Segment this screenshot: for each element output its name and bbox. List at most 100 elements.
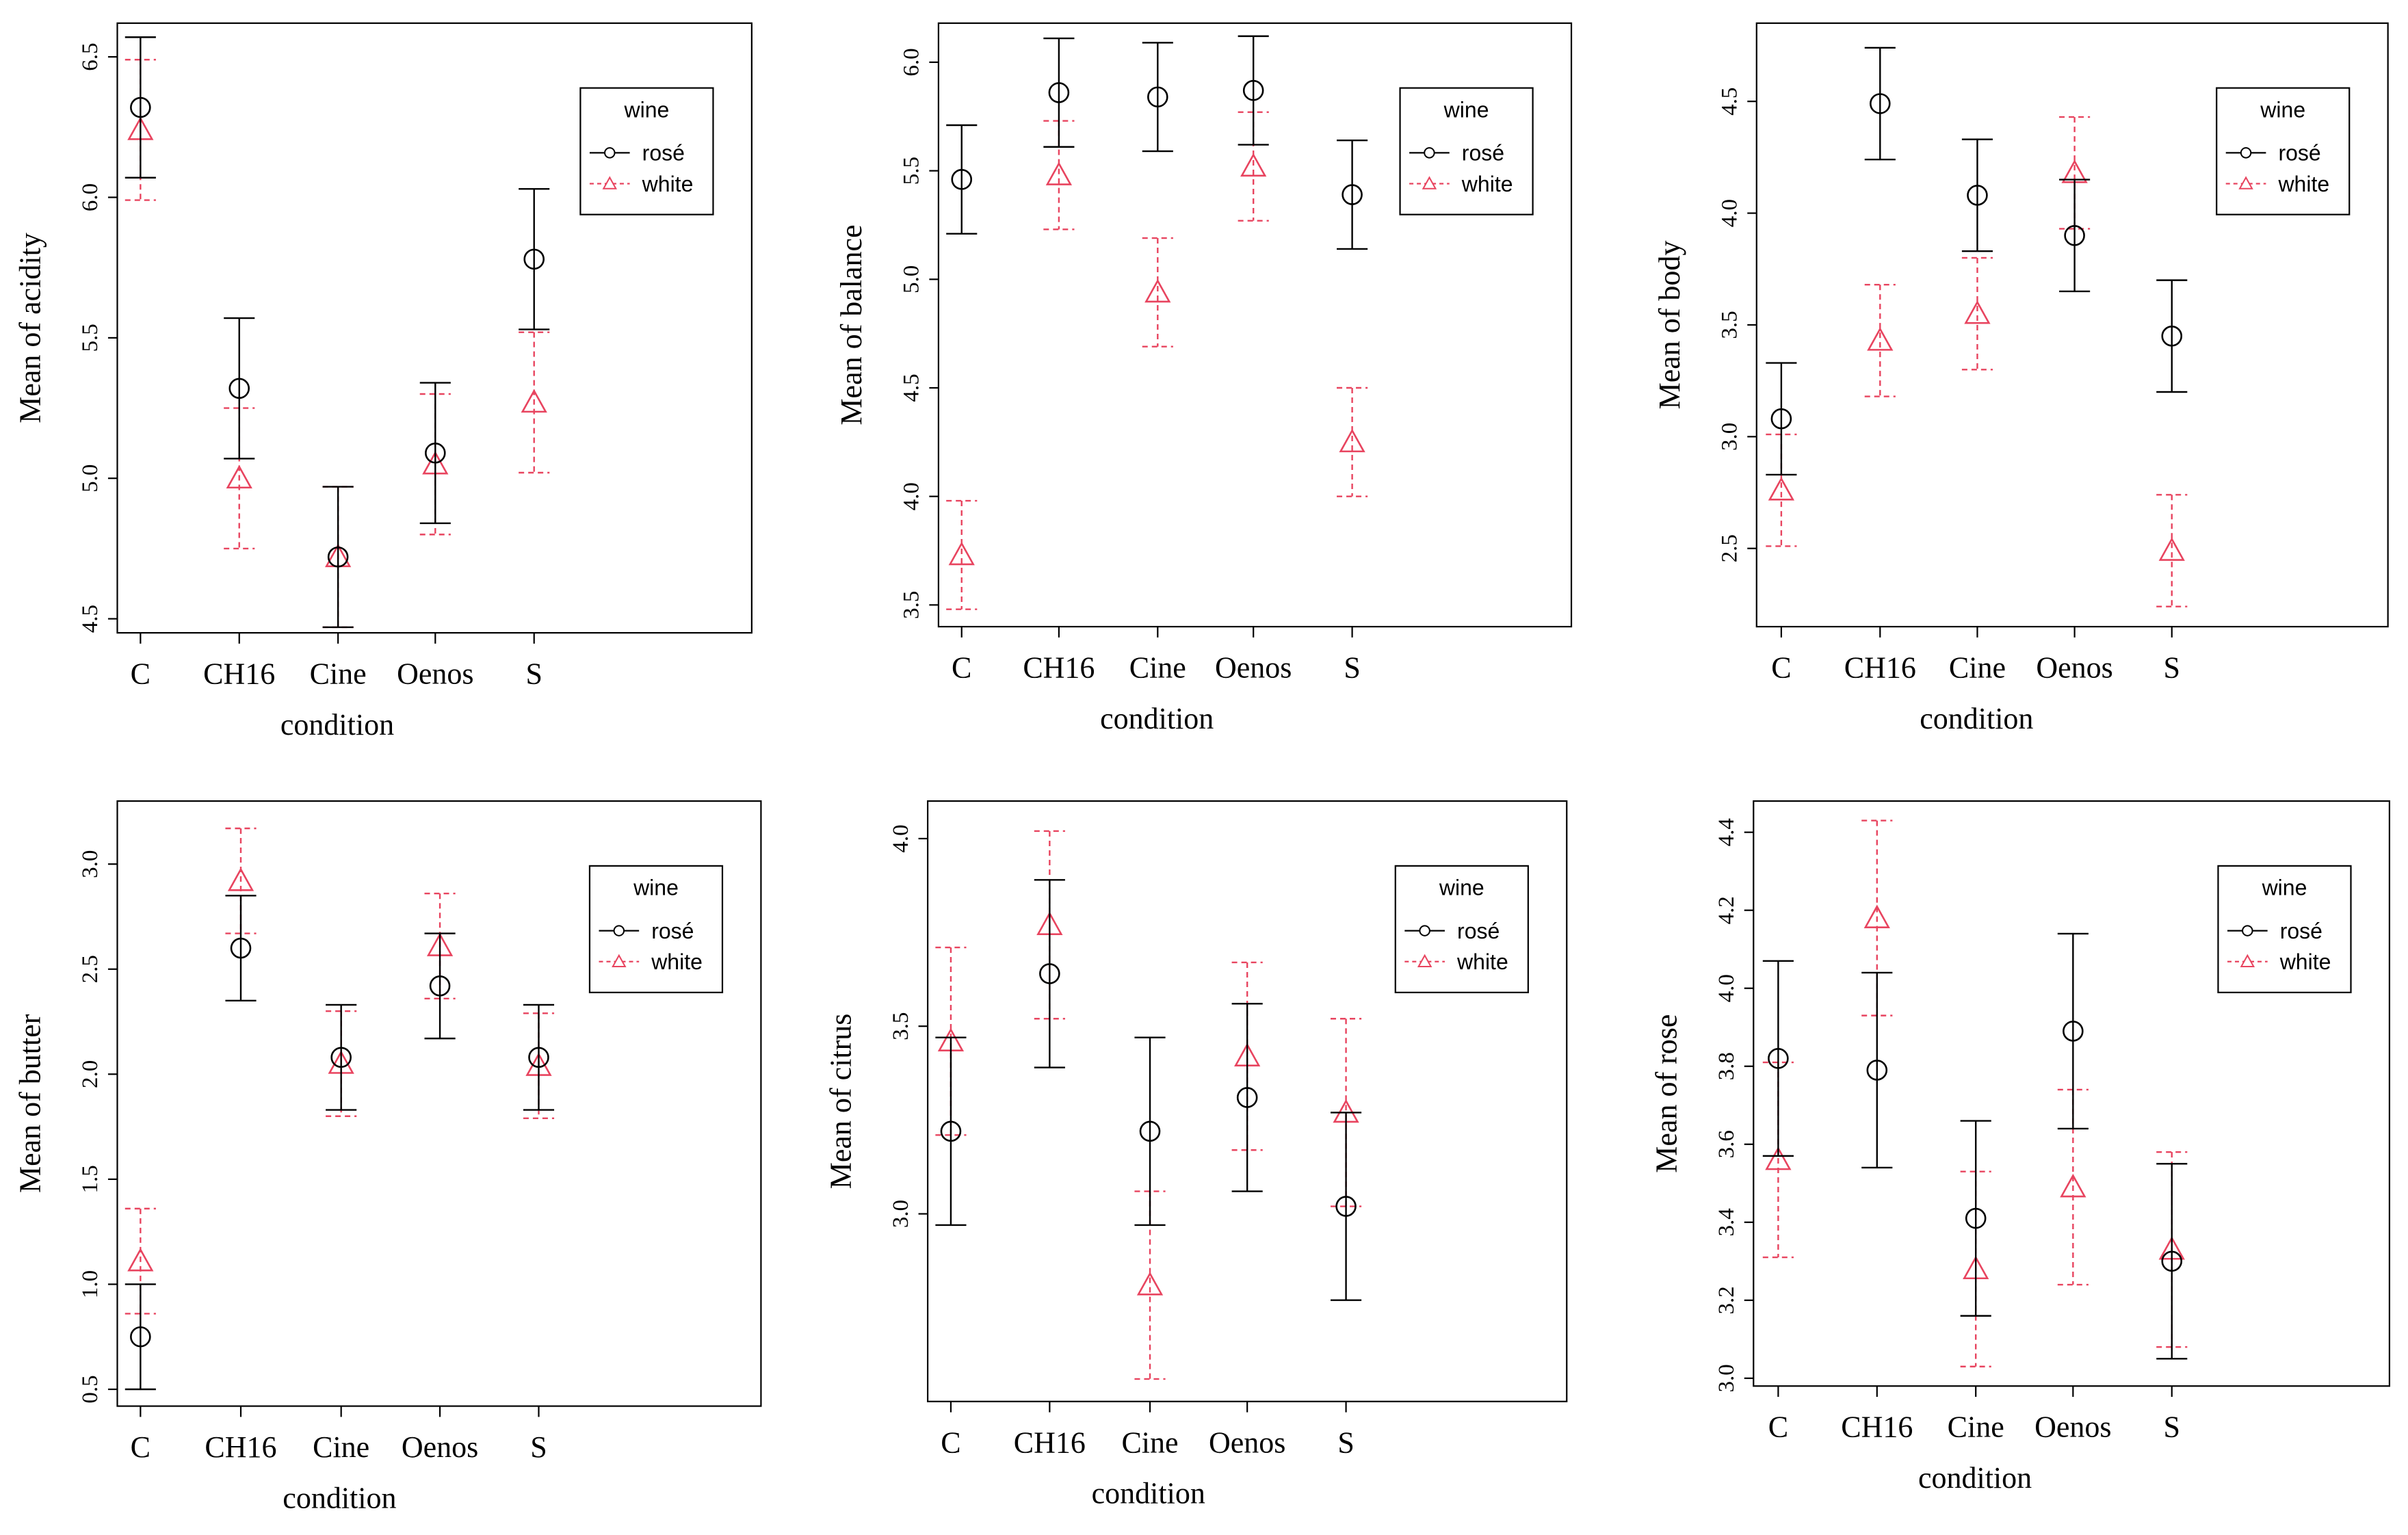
legend-box <box>588 865 724 993</box>
x-tick-label: C <box>1771 651 1791 685</box>
legend-marker <box>2240 954 2255 967</box>
series-rose <box>125 895 555 1391</box>
y-tick-label: 4.2 <box>1714 896 1739 924</box>
x-tick-label: Cine <box>310 657 367 691</box>
legend-marker <box>612 954 627 967</box>
legend-entry: white <box>2279 949 2331 974</box>
y-tick-label: 3.6 <box>1714 1130 1739 1158</box>
y-tick-label: 4.5 <box>78 605 103 633</box>
y-tick-label: 3.4 <box>1714 1208 1739 1236</box>
legend-title: wine <box>2262 876 2307 900</box>
y-axis-label: Mean of rose <box>1649 1014 1683 1173</box>
series-rose <box>1762 932 2188 1360</box>
data-point <box>1342 184 1363 205</box>
chart-panel: 0.5 1.0 1.5 2.0 2.5 3.0 Mean of butter C CH16 Cin… <box>14 800 762 1515</box>
legend-box <box>2217 865 2352 993</box>
data-point <box>528 1047 549 1068</box>
data-point <box>2064 224 2085 246</box>
series-rose <box>946 35 1368 250</box>
legend-marker <box>1424 147 1435 159</box>
y-axis-label: Mean of acidity <box>14 233 47 423</box>
x-tick-label: S <box>1337 1426 1354 1459</box>
x-tick-label: Oenos <box>2036 651 2112 685</box>
legend-marker <box>613 925 625 936</box>
plot-frame <box>116 800 762 1407</box>
y-tick-label: 4.0 <box>889 824 913 852</box>
data-point <box>948 541 975 566</box>
x-axis-label: condition <box>1918 1461 2032 1495</box>
y-tick-label: 3.0 <box>1714 1364 1739 1392</box>
series-rose <box>1766 47 2188 476</box>
data-point <box>2161 326 2183 347</box>
legend-entry: white <box>1456 949 1508 974</box>
data-point <box>1863 904 1890 928</box>
chart-panel: 4.5 5.0 5.5 6.0 6.5 Mean of acidity C CH16 Cine O… <box>14 22 752 742</box>
y-tick-label: 4.0 <box>900 482 924 510</box>
x-tick-label: C <box>941 1426 960 1459</box>
x-tick-label: Cine <box>313 1430 369 1464</box>
legend-marker <box>2240 147 2252 159</box>
data-point <box>2158 537 2185 561</box>
data-point <box>227 867 254 891</box>
y-axis-label: Mean of citrus <box>824 1014 857 1190</box>
y-tick-label: 3.5 <box>900 591 924 619</box>
legend-entry: rosé <box>651 919 694 943</box>
data-point <box>1870 93 1891 114</box>
series-rose <box>125 36 550 629</box>
legend-marker <box>1417 954 1432 967</box>
data-point <box>1045 161 1073 185</box>
x-tick-label: S <box>530 1430 547 1464</box>
y-tick-label: 1.5 <box>78 1165 103 1193</box>
y-tick-label: 4.5 <box>900 373 924 402</box>
plot-frame <box>937 22 1573 628</box>
data-point <box>951 169 973 190</box>
x-tick-label: Oenos <box>2034 1411 2111 1444</box>
data-point <box>1964 300 1991 324</box>
legend-title: wine <box>624 97 670 122</box>
data-point <box>228 378 250 399</box>
legend-box <box>1399 87 1534 215</box>
data-point <box>940 1120 962 1142</box>
legend-title: wine <box>633 876 679 900</box>
series-white <box>935 830 1362 1380</box>
data-point <box>1144 278 1171 303</box>
y-tick-label: 3.2 <box>1714 1286 1739 1314</box>
legend-entry: white <box>2277 172 2329 196</box>
x-tick-label: S <box>525 657 542 691</box>
legend-entry: white <box>651 949 703 974</box>
data-point <box>2063 1021 2084 1042</box>
data-point <box>521 389 547 413</box>
y-tick-label: 6.0 <box>78 183 103 211</box>
legend-marker <box>604 147 616 159</box>
chart-panel: 3.5 4.0 4.5 5.0 5.5 6.0 Mean of balance C CH16 Ci… <box>835 22 1573 735</box>
y-tick-label: 5.0 <box>78 464 103 493</box>
y-tick-label: 5.0 <box>900 265 924 293</box>
data-point <box>429 975 451 997</box>
legend-box <box>2216 87 2351 215</box>
data-point <box>1242 79 1264 101</box>
x-tick-label: CH16 <box>1841 1411 1913 1444</box>
x-tick-label: Cine <box>1949 651 2006 685</box>
y-tick-label: 3.5 <box>1717 311 1742 339</box>
y-tick-label: 6.5 <box>78 43 103 71</box>
legend-marker <box>2238 176 2253 189</box>
data-point <box>1765 1146 1792 1170</box>
data-point <box>230 937 252 959</box>
legend-box <box>579 87 714 215</box>
data-point <box>130 1326 151 1348</box>
legend-entry: rosé <box>2280 919 2322 943</box>
chart-panel: 2.5 3.0 3.5 4.0 4.5 Mean of body C CH16 Cine Oeno… <box>1653 22 2389 735</box>
x-tick-label: Oenos <box>397 657 473 691</box>
plot-frame <box>116 22 752 634</box>
y-tick-label: 3.0 <box>1717 423 1742 451</box>
data-point <box>1965 1207 1987 1229</box>
x-tick-label: S <box>2164 651 2180 685</box>
data-point <box>1147 86 1168 108</box>
chart-panel: 3.0 3.5 4.0 Mean of citrus C CH16 Cine Oenos Sco… <box>824 800 1568 1510</box>
x-tick-label: Cine <box>1948 1411 2004 1444</box>
x-tick-label: CH16 <box>205 1430 276 1464</box>
x-axis-label: condition <box>1092 1477 1205 1510</box>
y-tick-label: 3.0 <box>78 850 103 878</box>
legend-title: wine <box>1439 876 1484 900</box>
